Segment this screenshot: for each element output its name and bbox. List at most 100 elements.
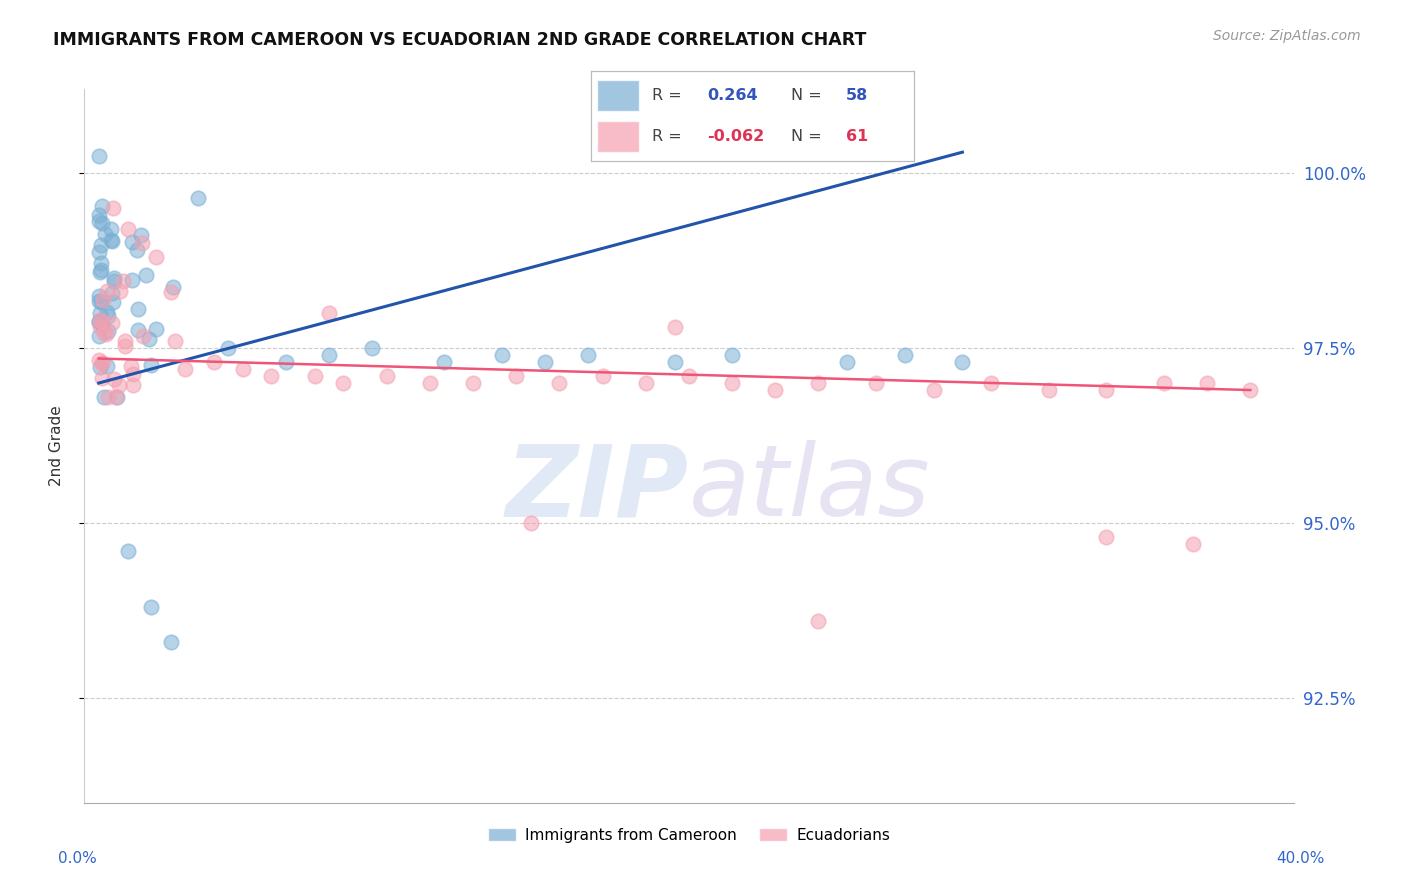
Point [519, 516, 541, 530]
Point [159, 285, 181, 299]
Text: 0.0%: 0.0% [58, 851, 97, 865]
Point [121, 235, 143, 250]
Point [922, 383, 945, 397]
Point [87, 315, 110, 329]
Point [232, 362, 254, 376]
Point [1095, 530, 1118, 544]
Point [103, 372, 125, 386]
Point [89, 264, 111, 278]
Point [103, 295, 125, 310]
Point [174, 362, 197, 376]
Point [93, 326, 115, 341]
Point [89, 214, 111, 228]
Point [91, 356, 114, 370]
Point [103, 270, 125, 285]
Point [664, 355, 686, 369]
Point [97, 324, 120, 338]
Text: 58: 58 [846, 88, 869, 103]
Point [101, 201, 124, 215]
Point [318, 348, 340, 362]
Point [89, 319, 111, 334]
Point [125, 243, 148, 257]
Point [89, 360, 111, 375]
Text: N =: N = [792, 129, 821, 144]
Point [94, 227, 117, 241]
Text: N =: N = [792, 88, 821, 103]
Point [375, 369, 398, 384]
Point [304, 369, 326, 384]
Point [807, 376, 830, 390]
Point [101, 316, 124, 330]
Point [91, 371, 114, 385]
Point [121, 273, 143, 287]
Point [548, 376, 571, 390]
Point [90, 315, 112, 329]
Point [721, 376, 744, 390]
Point [1095, 383, 1118, 397]
Point [139, 358, 162, 372]
Text: IMMIGRANTS FROM CAMEROON VS ECUADORIAN 2ND GRADE CORRELATION CHART: IMMIGRANTS FROM CAMEROON VS ECUADORIAN 2… [53, 31, 868, 49]
Point [145, 321, 167, 335]
Point [114, 339, 136, 353]
Point [1181, 537, 1204, 551]
Point [505, 369, 527, 384]
Point [1239, 383, 1261, 397]
Point [1153, 376, 1175, 390]
Point [122, 368, 145, 382]
Point [114, 334, 136, 348]
Point [96, 285, 118, 299]
Point [100, 233, 122, 247]
Point [534, 355, 557, 369]
Point [419, 376, 441, 390]
Point [865, 376, 887, 390]
Point [763, 383, 786, 397]
Point [90, 216, 112, 230]
Point [117, 544, 139, 558]
Point [202, 355, 225, 369]
Point [89, 208, 111, 222]
Point [90, 356, 112, 370]
Point [952, 355, 974, 369]
Point [105, 390, 128, 404]
Point [89, 289, 111, 303]
Point [131, 228, 153, 243]
Text: ZIP: ZIP [506, 441, 689, 537]
Text: 61: 61 [846, 129, 869, 144]
Point [96, 305, 118, 319]
Point [145, 250, 167, 264]
Point [107, 377, 129, 392]
Point [94, 326, 117, 341]
Point [127, 302, 149, 317]
Point [96, 359, 118, 373]
Point [89, 294, 111, 309]
Text: 40.0%: 40.0% [1277, 851, 1324, 865]
Point [87, 149, 110, 163]
Point [90, 294, 112, 309]
Point [87, 244, 110, 259]
Text: Source: ZipAtlas.com: Source: ZipAtlas.com [1213, 29, 1361, 43]
Point [89, 314, 111, 328]
Point [100, 222, 122, 236]
Point [162, 279, 184, 293]
Y-axis label: 2nd Grade: 2nd Grade [49, 406, 63, 486]
Point [433, 355, 456, 369]
Point [90, 263, 112, 277]
Point [461, 376, 484, 390]
Bar [598, 121, 638, 152]
Text: -0.062: -0.062 [707, 129, 765, 144]
Point [90, 238, 112, 252]
Point [894, 348, 917, 362]
Point [131, 236, 153, 251]
Point [91, 293, 114, 308]
Point [1038, 383, 1060, 397]
Point [217, 341, 239, 355]
Point [491, 348, 513, 362]
Point [135, 268, 157, 283]
Point [127, 323, 149, 337]
Point [91, 199, 114, 213]
Point [138, 332, 160, 346]
Point [807, 614, 830, 628]
Point [260, 369, 283, 384]
Point [678, 369, 700, 384]
Point [89, 353, 111, 368]
